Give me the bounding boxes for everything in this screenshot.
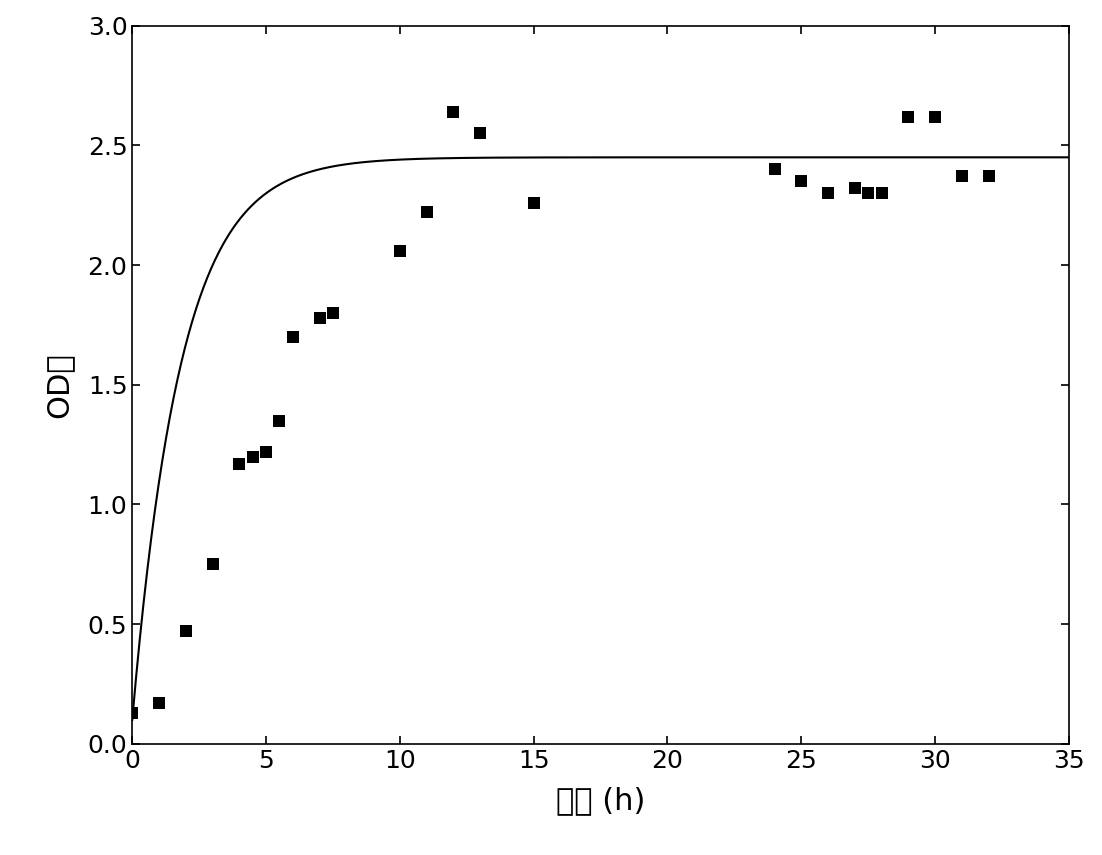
Point xyxy=(525,196,542,209)
Point xyxy=(284,330,302,344)
Point xyxy=(123,706,141,720)
Point xyxy=(418,205,435,219)
Point xyxy=(257,445,274,458)
Point xyxy=(953,169,971,183)
Point xyxy=(980,169,997,183)
Point xyxy=(324,306,342,320)
Point xyxy=(873,186,890,200)
Point xyxy=(230,457,248,470)
Point xyxy=(150,696,168,710)
Point xyxy=(204,557,222,571)
Point xyxy=(391,244,409,257)
Point xyxy=(244,450,261,463)
Point xyxy=(927,109,944,123)
Point xyxy=(271,414,289,428)
Point xyxy=(177,624,195,638)
Point xyxy=(819,186,836,200)
Point xyxy=(792,174,810,188)
Point xyxy=(311,311,328,325)
Point xyxy=(860,186,877,200)
Point xyxy=(766,162,784,176)
X-axis label: 时间 (h): 时间 (h) xyxy=(555,787,646,816)
Point xyxy=(444,105,462,119)
Point xyxy=(846,181,864,195)
Y-axis label: OD値: OD値 xyxy=(44,352,74,417)
Point xyxy=(899,109,917,123)
Point xyxy=(472,127,489,140)
